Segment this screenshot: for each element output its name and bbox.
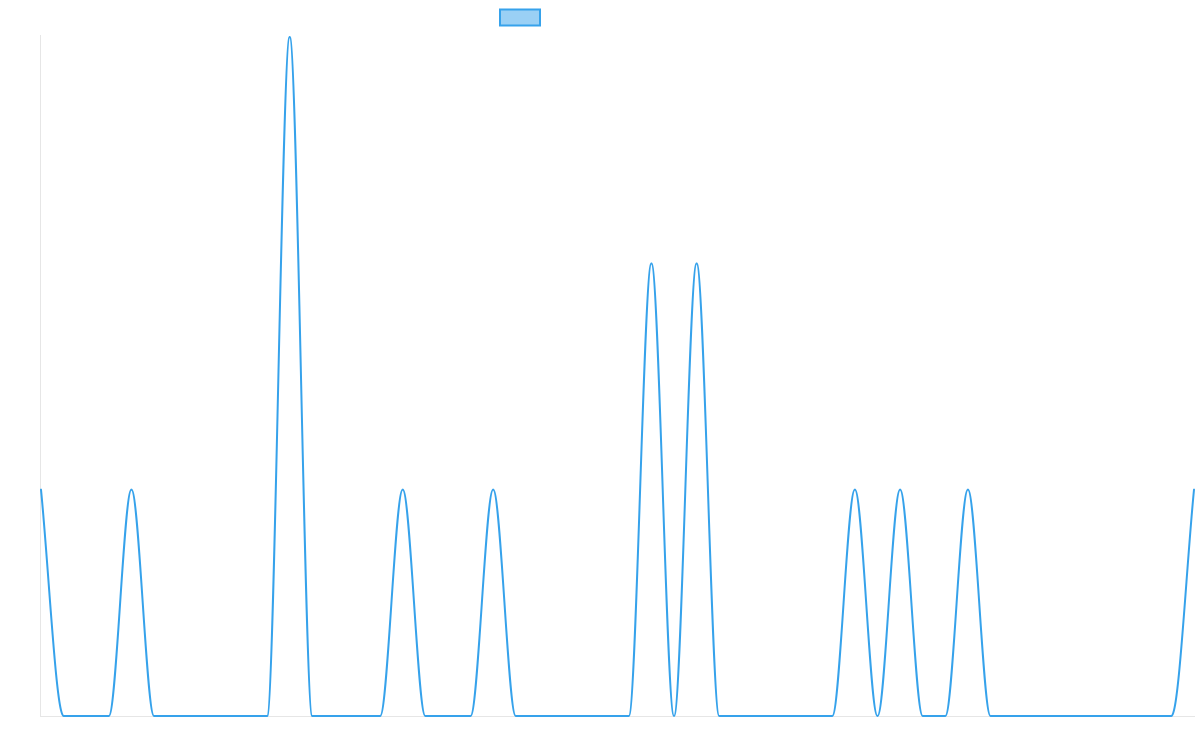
data-point-42[interactable] xyxy=(988,713,994,719)
data-point-45[interactable] xyxy=(1055,713,1061,719)
data-point-47[interactable] xyxy=(1101,713,1107,719)
data-point-48[interactable] xyxy=(1123,713,1129,719)
data-point-40[interactable] xyxy=(942,713,948,719)
data-point-19[interactable] xyxy=(468,713,474,719)
data-point-29[interactable] xyxy=(694,260,700,266)
data-point-31[interactable] xyxy=(739,713,745,719)
data-point-25[interactable] xyxy=(603,713,609,719)
data-point-12[interactable] xyxy=(309,713,315,719)
series-group xyxy=(38,34,1197,719)
data-point-21[interactable] xyxy=(513,713,519,719)
data-point-17[interactable] xyxy=(422,713,428,719)
data-point-44[interactable] xyxy=(1033,713,1039,719)
data-point-16[interactable] xyxy=(400,487,406,493)
data-point-38[interactable] xyxy=(897,487,903,493)
data-point-22[interactable] xyxy=(535,713,541,719)
data-point-51[interactable] xyxy=(1191,487,1197,493)
data-point-8[interactable] xyxy=(219,713,225,719)
data-point-32[interactable] xyxy=(761,713,767,719)
data-point-33[interactable] xyxy=(784,713,790,719)
data-point-39[interactable] xyxy=(920,713,926,719)
data-point-2[interactable] xyxy=(83,713,89,719)
data-point-0[interactable] xyxy=(38,487,44,493)
data-point-13[interactable] xyxy=(332,713,338,719)
data-point-11[interactable] xyxy=(287,34,293,40)
data-point-36[interactable] xyxy=(852,487,858,493)
data-point-35[interactable] xyxy=(829,713,835,719)
data-point-9[interactable] xyxy=(241,713,247,719)
data-point-5[interactable] xyxy=(151,713,157,719)
data-point-6[interactable] xyxy=(174,713,180,719)
legend-swatch[interactable] xyxy=(499,8,541,27)
data-point-28[interactable] xyxy=(671,713,677,719)
data-point-27[interactable] xyxy=(648,260,654,266)
data-point-37[interactable] xyxy=(874,713,880,719)
data-point-34[interactable] xyxy=(807,713,813,719)
data-point-41[interactable] xyxy=(965,487,971,493)
data-point-30[interactable] xyxy=(716,713,722,719)
data-point-10[interactable] xyxy=(264,713,270,719)
data-point-43[interactable] xyxy=(1010,713,1016,719)
data-point-18[interactable] xyxy=(445,713,451,719)
data-point-50[interactable] xyxy=(1168,713,1174,719)
series-line-1[interactable] xyxy=(40,36,1195,717)
data-point-24[interactable] xyxy=(581,713,587,719)
data-point-4[interactable] xyxy=(128,487,134,493)
data-point-3[interactable] xyxy=(106,713,112,719)
legend[interactable] xyxy=(499,8,541,27)
data-point-23[interactable] xyxy=(558,713,564,719)
data-point-46[interactable] xyxy=(1078,713,1084,719)
data-point-26[interactable] xyxy=(626,713,632,719)
data-point-49[interactable] xyxy=(1146,713,1152,719)
data-point-20[interactable] xyxy=(490,487,496,493)
data-point-15[interactable] xyxy=(377,713,383,719)
data-point-14[interactable] xyxy=(355,713,361,719)
data-point-7[interactable] xyxy=(196,713,202,719)
data-point-1[interactable] xyxy=(61,713,67,719)
